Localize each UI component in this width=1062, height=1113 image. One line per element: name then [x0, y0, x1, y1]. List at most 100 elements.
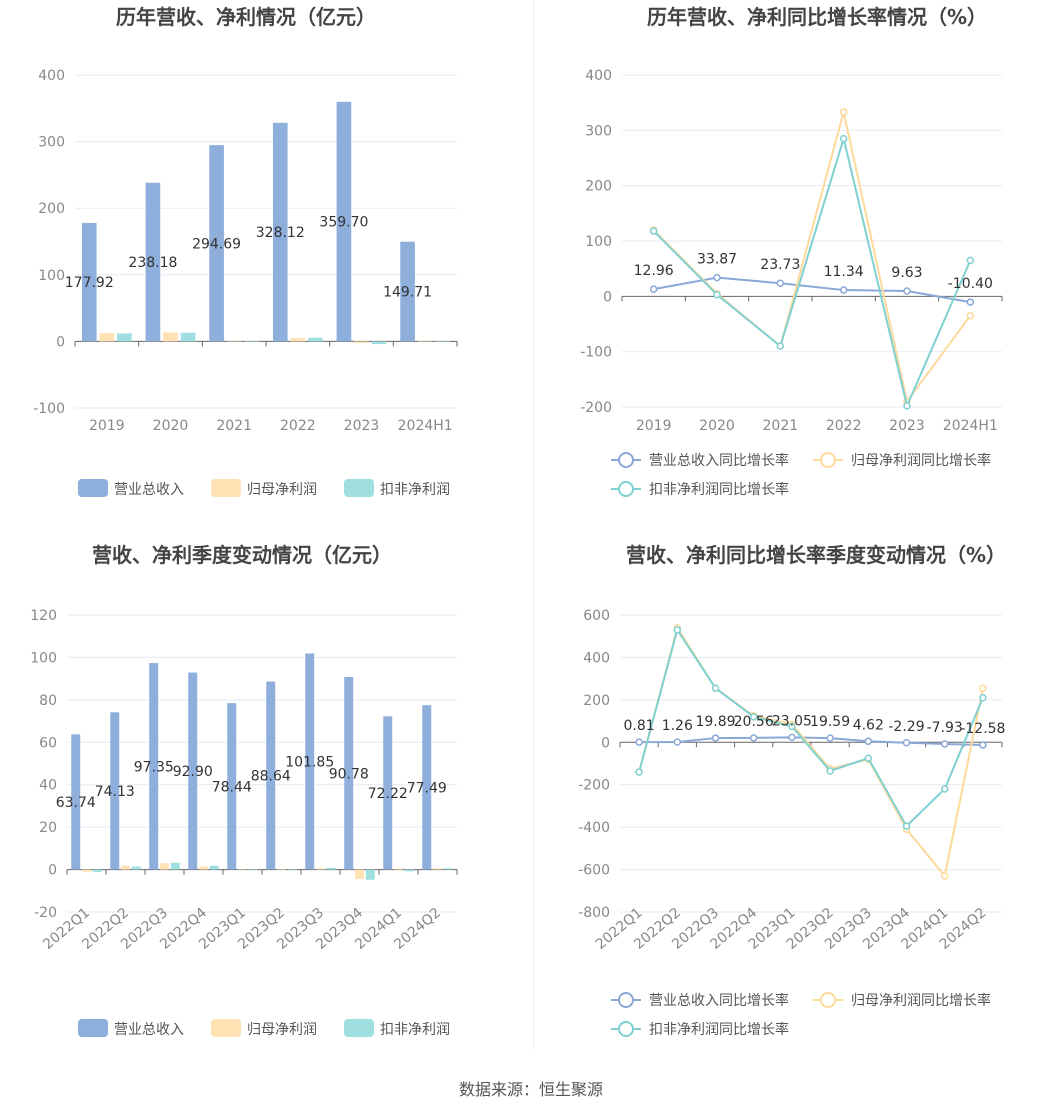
legend-swatch-marker	[820, 992, 836, 1008]
bar-revenue	[145, 182, 161, 342]
bar-deducted-profit	[326, 867, 336, 870]
y-tick-label: 80	[39, 693, 57, 709]
legend-swatch	[211, 1019, 241, 1037]
series-point	[902, 739, 911, 747]
bar-parent-profit	[199, 866, 208, 870]
y-tick-label: -200	[578, 778, 610, 794]
series-line	[638, 625, 984, 879]
y-tick-label: -800	[578, 905, 610, 921]
bar-value-label: 90.78	[329, 766, 369, 782]
series-point	[902, 822, 911, 830]
y-tick-label: 300	[585, 123, 612, 139]
bar-deducted-profit	[92, 869, 102, 873]
bar-parent-profit	[277, 868, 286, 870]
bar-value-label: 238.18	[128, 255, 177, 271]
panel-quarterly-growth: 营收、净利同比增长率季度变动情况（%） -800 -600 -400 -200 0 200 4…	[531, 540, 1062, 1080]
legend-swatch-marker	[618, 1021, 634, 1037]
line-value-label: 23.73	[760, 257, 800, 273]
series-point	[839, 108, 848, 116]
panel-annual-amounts: 历年营收、净利情况（亿元） -100 0 100 200 300 400 2019 2020 20…	[0, 0, 531, 540]
source-footer: 数据来源：恒生聚源	[458, 1080, 603, 1099]
bar-value-label: 72.22	[368, 786, 408, 802]
y-tick-label: 100	[30, 650, 57, 666]
legend-label: 营业总收入	[114, 1022, 184, 1038]
panel-annual-growth: 历年营收、净利同比增长率情况（%） -200 -100 0 100 200 300 400 20…	[531, 0, 1062, 540]
bar-revenue	[305, 653, 315, 870]
bar-value-label: 328.12	[256, 225, 305, 241]
series-point	[788, 733, 796, 742]
y-tick-label: -400	[578, 820, 610, 836]
bar-value-label: 294.69	[192, 236, 241, 252]
bar-value-label: 77.49	[407, 780, 447, 796]
y-tick-label: -200	[580, 400, 612, 416]
bar-revenue	[400, 241, 415, 342]
series-point	[673, 626, 682, 634]
legend-swatch	[78, 479, 108, 497]
y-tick-label: -100	[580, 345, 612, 361]
legend-swatch-marker	[820, 452, 836, 468]
x-tick-label: 2020	[699, 418, 735, 434]
y-tick-label: 0	[601, 735, 610, 751]
bar-deducted-profit	[443, 868, 453, 870]
bar-value-label: 101.85	[285, 755, 334, 771]
bar-parent-profit	[82, 869, 91, 872]
quarterly-amounts-chart: 营收、净利季度变动情况（亿元）-200204060801001202022Q12…	[30, 543, 458, 1038]
legend-swatch	[344, 1019, 374, 1037]
line-value-label: 0.81	[624, 718, 655, 734]
series-point	[966, 311, 975, 320]
x-tick-label: 2023	[344, 418, 380, 434]
line-value-label: 12.96	[634, 263, 674, 279]
legend-swatch-marker	[618, 992, 634, 1008]
legend-label: 扣非净利润同比增长率	[649, 481, 789, 498]
line-value-label: -12.58	[960, 721, 1005, 737]
bar-revenue	[227, 703, 237, 870]
series-point	[826, 734, 834, 742]
legend-swatch-marker	[618, 481, 634, 497]
bar-parent-profit	[316, 868, 325, 870]
series-point	[713, 290, 721, 299]
y-tick-label: -100	[33, 401, 65, 417]
quarterly-growth-chart: 营收、净利同比增长率季度变动情况（%） -800 -600 -400 -200 0 200 4…	[578, 543, 1006, 1038]
line-value-label: 4.62	[853, 717, 884, 733]
series-point	[711, 734, 720, 742]
x-tick-label: 2024H1	[398, 418, 453, 434]
series-point	[711, 684, 720, 692]
bar-revenue	[266, 681, 276, 870]
bar-revenue	[71, 734, 81, 870]
legend-swatch	[211, 479, 241, 497]
bar-deducted-profit	[209, 865, 219, 870]
series-point	[788, 722, 796, 731]
legend-swatch-marker	[618, 452, 634, 468]
y-tick-label: -20	[34, 905, 57, 921]
bar-revenue	[422, 705, 432, 870]
x-tick-label: 2019	[89, 418, 125, 434]
line-value-label: 1.26	[662, 718, 693, 734]
series-point	[776, 342, 785, 350]
line-value-label: -7.93	[927, 720, 963, 736]
chart-title: 营收、净利同比增长率季度变动情况（%）	[626, 543, 1006, 567]
series-point	[979, 684, 987, 692]
series-point	[979, 693, 987, 702]
bar-value-label: 63.74	[56, 795, 96, 811]
x-tick-label: 2020	[153, 418, 189, 434]
series-point	[940, 872, 949, 880]
bar-value-label: 177.92	[65, 275, 114, 291]
bar-deducted-profit	[117, 333, 132, 342]
bar-deducted-profit	[180, 332, 196, 342]
bar-parent-profit	[163, 332, 178, 342]
series-point	[966, 298, 975, 306]
bar-value-label: 74.13	[95, 784, 135, 800]
line-value-label: 23.05	[772, 713, 812, 729]
y-tick-label: 20	[39, 820, 57, 836]
line-value-label: 33.87	[697, 252, 737, 268]
bar-value-label: 149.71	[383, 285, 432, 301]
bar-value-label: 88.64	[251, 769, 291, 785]
series-point	[635, 738, 643, 746]
bar-revenue	[272, 122, 288, 342]
y-tick-label: 100	[38, 268, 65, 284]
line-value-label: 9.63	[891, 265, 922, 281]
bar-deducted-profit	[435, 341, 451, 342]
bar-revenue	[336, 101, 352, 342]
y-tick-label: 400	[38, 68, 65, 84]
bar-parent-profit	[394, 868, 403, 870]
